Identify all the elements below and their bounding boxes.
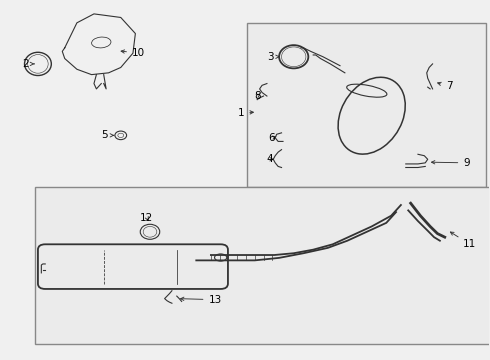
Text: 1: 1 bbox=[238, 108, 253, 118]
Text: 8: 8 bbox=[254, 91, 260, 101]
Text: 13: 13 bbox=[181, 295, 221, 305]
Text: 3: 3 bbox=[267, 52, 279, 62]
Text: 4: 4 bbox=[267, 154, 273, 164]
FancyBboxPatch shape bbox=[247, 23, 486, 187]
Text: 12: 12 bbox=[140, 212, 153, 222]
Text: 5: 5 bbox=[101, 130, 114, 140]
Text: 10: 10 bbox=[121, 48, 145, 58]
Text: 11: 11 bbox=[450, 232, 477, 249]
Text: 6: 6 bbox=[269, 133, 276, 143]
Text: 2: 2 bbox=[22, 59, 34, 69]
Text: 7: 7 bbox=[438, 81, 452, 91]
Text: 9: 9 bbox=[432, 158, 470, 168]
FancyBboxPatch shape bbox=[35, 187, 490, 344]
